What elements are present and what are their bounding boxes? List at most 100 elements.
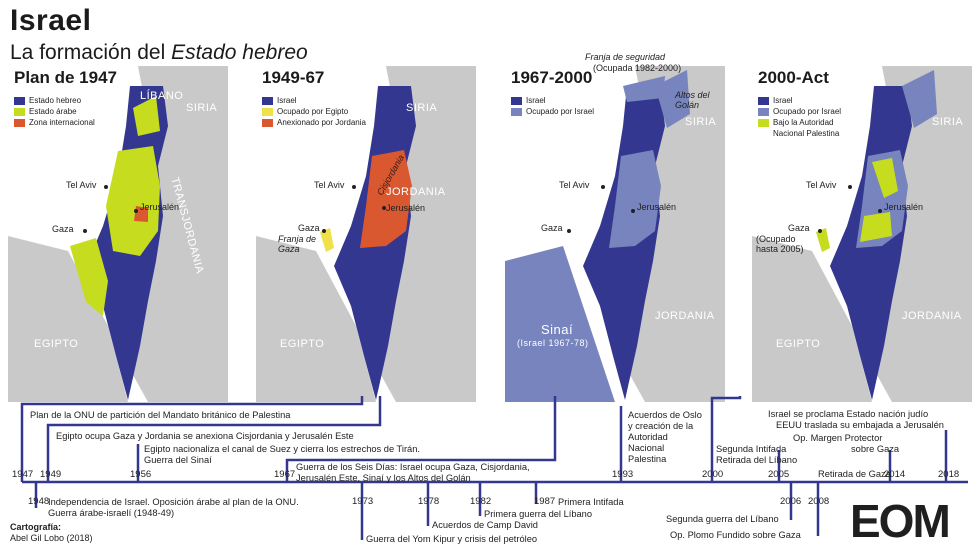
label-siria: SIRIA (685, 116, 717, 128)
event-2018b: EEUU traslada su embajada a Jerusalén (776, 420, 944, 430)
legend-swatch-estado-arabe (14, 107, 25, 116)
legend-label: Estado hebreo (29, 96, 82, 105)
label-jerusalen: Jerusalén (637, 202, 677, 212)
credit-author: Abel Gil Lobo (2018) (10, 533, 93, 543)
year-1947: 1947 (12, 469, 34, 480)
label-egipto: EGIPTO (280, 338, 325, 350)
label-jerusalen: Jerusalén (140, 202, 180, 212)
map-panel-1947: Plan de 1947 Estado hebreo Estado árabe … (8, 66, 228, 402)
label-jordania: JORDANIA (902, 310, 962, 322)
event-1978: Acuerdos de Camp David (432, 520, 538, 530)
label-egipto: EGIPTO (776, 338, 821, 350)
label-gaza: Gaza (541, 223, 563, 233)
label-franja-seguridad-note: (Ocupada 1982-2000) (593, 63, 682, 73)
label-sinai: Sinaí (541, 322, 574, 337)
event-2018a: Israel se proclama Estado nación judío (768, 409, 929, 419)
legend-swatch-ocupado-israel (758, 107, 769, 116)
legend: Israel Ocupado por Egipto Anexionado por… (262, 95, 366, 128)
legend-swatch-ocupado-egipto (262, 107, 273, 116)
label-franja-seguridad: Franja de seguridad (585, 52, 666, 62)
legend-swatch-autoridad-palestina (758, 119, 769, 127)
event-1987: Primera Intifada (558, 497, 624, 507)
label-jordania: JORDANIA (655, 310, 715, 322)
year-1987: 1987 (534, 496, 556, 507)
year-1949: 1949 (40, 469, 62, 480)
event-1993: Acuerdos de Oslo y creación de la Autori… (628, 410, 702, 464)
event-1948a: Independencia de Israel. Oposición árabe… (48, 497, 299, 507)
label-libano: LÍBANO (140, 90, 184, 102)
map-1947-svg (8, 66, 228, 402)
label-telaviv: Tel Aviv (314, 180, 345, 190)
legend-swatch-israel (758, 96, 769, 105)
legend-label: Israel (773, 96, 793, 105)
legend-label: Bajo la Autoridad Nacional Palestina (773, 118, 840, 138)
label-jerusalen: Jerusalén (884, 202, 924, 212)
legend: Israel Ocupado por Israel (511, 95, 594, 117)
label-franja-gaza: Franja de Gaza (278, 234, 317, 254)
event-2008: Op. Plomo Fundido sobre Gaza (670, 530, 801, 540)
label-egipto: EGIPTO (34, 338, 79, 350)
legend-label: Anexionado por Jordania (277, 118, 366, 127)
event-1956a: Egipto nacionaliza el canal de Suez y ci… (144, 444, 420, 454)
year-1956: 1956 (130, 469, 152, 480)
legend-swatch-estado-hebreo (14, 96, 25, 105)
legend-swatch-ocupado-israel (511, 107, 522, 116)
year-2014: 2014 (884, 469, 906, 480)
event-1973: Guerra del Yom Kipur y crisis del petról… (366, 534, 538, 544)
legend: Israel Ocupado por Israel Bajo la Autori… (758, 95, 853, 139)
event-2006: Segunda guerra del Líbano (666, 514, 779, 524)
label-telaviv: Tel Aviv (806, 180, 837, 190)
legend-label: Israel (277, 96, 297, 105)
year-2000: 2000 (702, 469, 724, 480)
label-siria: SIRIA (186, 102, 218, 114)
legend-label: Estado árabe (29, 107, 77, 116)
label-gaza: Gaza (52, 224, 74, 234)
legend-swatch-israel (262, 96, 273, 105)
year-2018: 2018 (938, 469, 960, 480)
label-siria: SIRIA (406, 102, 438, 114)
event-1949: Egipto ocupa Gaza y Jordania se anexiona… (56, 431, 354, 441)
event-2005c: Retirada de Gaza (818, 469, 891, 479)
year-1978: 1978 (418, 496, 440, 507)
label-jordania: JORDANIA (386, 186, 446, 198)
eom-logo: EOM (850, 495, 951, 547)
page-subtitle: La formación del Estado hebreo (10, 41, 308, 65)
year-1993: 1993 (612, 469, 634, 480)
event-1967b: Jerusalén Este, Sinaí y los Altos del Go… (296, 473, 471, 483)
legend-label: Ocupado por Egipto (277, 107, 349, 116)
map-panel-2000: 2000-Act Israel Ocupado por Israel Bajo … (752, 66, 972, 402)
map-1949-svg (256, 66, 476, 402)
legend-label: Ocupado por Israel (526, 107, 595, 116)
year-2005: 2005 (768, 469, 790, 480)
label-siria: SIRIA (932, 116, 964, 128)
event-1967a: Guerra de los Seis Días: Israel ocupa Ga… (296, 462, 530, 472)
subtitle-italic: Estado hebreo (171, 41, 308, 64)
event-2005a: Segunda Intifada (716, 444, 787, 454)
event-1948b: Guerra árabe-israelí (1948-49) (48, 508, 175, 518)
year-1967: 1967 (274, 469, 296, 480)
map-2000-svg (752, 66, 972, 402)
legend-swatch-zona-internacional (14, 118, 25, 127)
event-1947: Plan de la ONU de partición del Mandato … (30, 410, 291, 420)
panel-title: 1967-2000 (511, 68, 593, 87)
year-1973: 1973 (352, 496, 374, 507)
credit: Cartografía: Abel Gil Lobo (2018) (10, 522, 93, 544)
map-panel-1949: 1949-67 Israel Ocupado por Egipto Anexio… (256, 66, 476, 402)
page-title: Israel (10, 4, 92, 37)
legend-label: Ocupado por Israel (773, 107, 842, 116)
legend-label: Israel (526, 96, 546, 105)
label-sinai-note: (Israel 1967-78) (517, 338, 589, 348)
label-gaza-note: (Ocupado hasta 2005) (756, 234, 804, 254)
year-1948: 1948 (28, 496, 50, 507)
legend-swatch-anexionado-jordania (262, 118, 273, 127)
panel-title: Plan de 1947 (14, 68, 118, 87)
label-gaza: Gaza (788, 223, 810, 233)
legend: Estado hebreo Estado árabe Zona internac… (14, 95, 95, 128)
event-2005b: Retirada del Líbano (716, 455, 798, 465)
map-1967-svg (505, 66, 725, 402)
label-gaza: Gaza (298, 223, 320, 233)
event-2014b: sobre Gaza (851, 444, 900, 454)
label-telaviv: Tel Aviv (559, 180, 590, 190)
event-1956b: Guerra del Sinaí (144, 455, 212, 465)
panel-title: 2000-Act (758, 68, 829, 87)
